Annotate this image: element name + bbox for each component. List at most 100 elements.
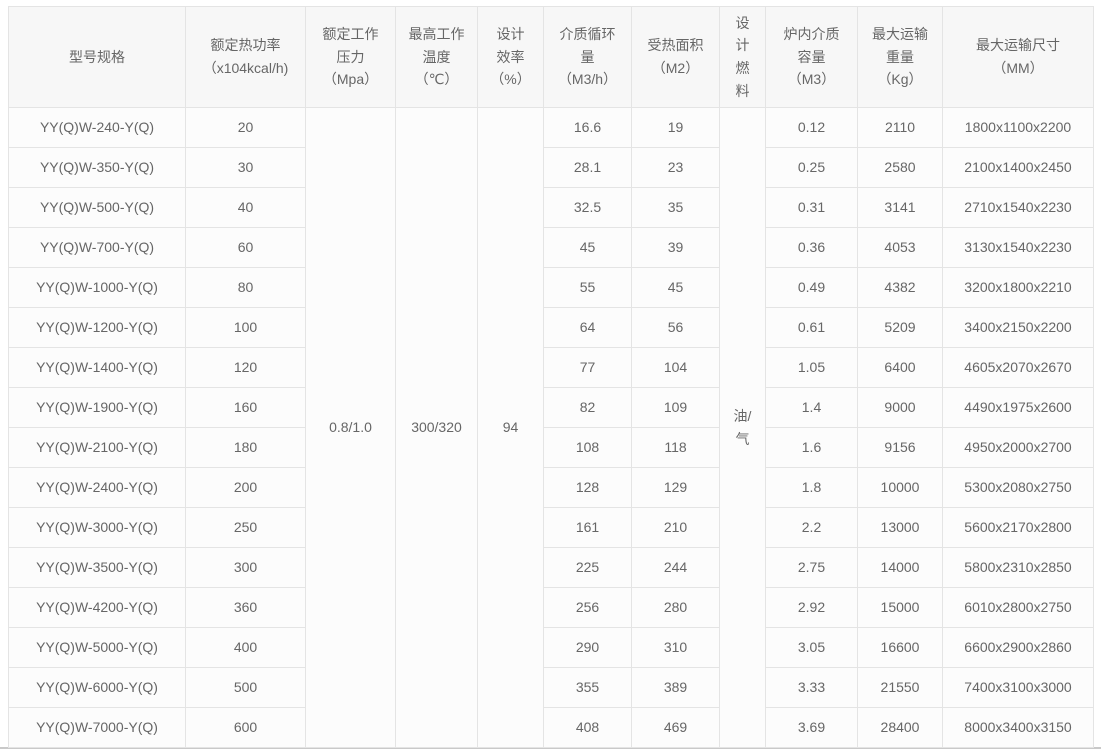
weight-cell: 9156: [857, 427, 943, 468]
weight-cell: 28400: [857, 707, 943, 748]
table-row: YY(Q)W-6000-Y(Q) 500 355 389 3.33 21550 7400x3…: [8, 667, 1094, 708]
circulation-cell: 64: [543, 307, 632, 348]
area-cell: 45: [631, 267, 720, 308]
size-cell: 8000x3400x3150: [942, 707, 1094, 748]
model-cell: YY(Q)W-240-Y(Q): [8, 107, 186, 148]
model-cell: YY(Q)W-1000-Y(Q): [8, 267, 186, 308]
model-cell: YY(Q)W-1400-Y(Q): [8, 347, 186, 388]
area-cell: 104: [631, 347, 720, 388]
area-cell: 469: [631, 707, 720, 748]
power-cell: 40: [185, 187, 306, 228]
power-cell: 400: [185, 627, 306, 668]
spec-table-body: YY(Q)W-240-Y(Q) 20 0.8/1.0 300/320 94 16.6 19 油…: [8, 107, 1094, 748]
area-cell: 389: [631, 667, 720, 708]
capacity-cell: 2.92: [765, 587, 858, 628]
size-cell: 5600x2170x2800: [942, 507, 1094, 548]
area-cell: 109: [631, 387, 720, 428]
table-row: YY(Q)W-1200-Y(Q) 100 64 56 0.61 5209 3400x2150…: [8, 307, 1094, 348]
table-row: YY(Q)W-2400-Y(Q) 200 128 129 1.8 10000 5300x20…: [8, 467, 1094, 508]
weight-cell: 10000: [857, 467, 943, 508]
model-cell: YY(Q)W-700-Y(Q): [8, 227, 186, 268]
circulation-cell: 256: [543, 587, 632, 628]
capacity-cell: 1.4: [765, 387, 858, 428]
model-cell: YY(Q)W-2400-Y(Q): [8, 467, 186, 508]
model-cell: YY(Q)W-5000-Y(Q): [8, 627, 186, 668]
table-row: YY(Q)W-700-Y(Q) 60 45 39 0.36 4053 3130x1540x2…: [8, 227, 1094, 268]
model-cell: YY(Q)W-3000-Y(Q): [8, 507, 186, 548]
capacity-cell: 0.31: [765, 187, 858, 228]
capacity-cell: 1.6: [765, 427, 858, 468]
size-cell: 3400x2150x2200: [942, 307, 1094, 348]
circulation-cell: 82: [543, 387, 632, 428]
area-cell: 19: [631, 107, 720, 148]
table-row: YY(Q)W-7000-Y(Q) 600 408 469 3.69 28400 8000x3…: [8, 707, 1094, 748]
weight-cell: 5209: [857, 307, 943, 348]
model-cell: YY(Q)W-4200-Y(Q): [8, 587, 186, 628]
weight-cell: 4382: [857, 267, 943, 308]
model-cell: YY(Q)W-1200-Y(Q): [8, 307, 186, 348]
power-cell: 100: [185, 307, 306, 348]
col-header-circulation: 介质循环 量 （M3/h）: [543, 6, 632, 108]
weight-cell: 13000: [857, 507, 943, 548]
weight-cell: 21550: [857, 667, 943, 708]
model-cell: YY(Q)W-500-Y(Q): [8, 187, 186, 228]
capacity-cell: 3.05: [765, 627, 858, 668]
circulation-cell: 128: [543, 467, 632, 508]
table-row: YY(Q)W-3500-Y(Q) 300 225 244 2.75 14000 5800x2…: [8, 547, 1094, 588]
circulation-cell: 32.5: [543, 187, 632, 228]
size-cell: 4605x2070x2670: [942, 347, 1094, 388]
power-cell: 180: [185, 427, 306, 468]
power-cell: 160: [185, 387, 306, 428]
circulation-cell: 408: [543, 707, 632, 748]
circulation-cell: 16.6: [543, 107, 632, 148]
model-cell: YY(Q)W-350-Y(Q): [8, 147, 186, 188]
circulation-cell: 290: [543, 627, 632, 668]
area-cell: 39: [631, 227, 720, 268]
circulation-cell: 161: [543, 507, 632, 548]
area-cell: 310: [631, 627, 720, 668]
weight-cell: 4053: [857, 227, 943, 268]
size-cell: 2710x1540x2230: [942, 187, 1094, 228]
capacity-cell: 2.2: [765, 507, 858, 548]
weight-cell: 15000: [857, 587, 943, 628]
area-cell: 118: [631, 427, 720, 468]
circulation-cell: 225: [543, 547, 632, 588]
power-cell: 80: [185, 267, 306, 308]
area-cell: 23: [631, 147, 720, 188]
circulation-cell: 45: [543, 227, 632, 268]
area-cell: 56: [631, 307, 720, 348]
fuel-merged-cell: 油/ 气: [719, 107, 766, 748]
header-row: 型号规格 额定热功率 （x104kcal/h) 额定工作 压力 （Mpa） 最高…: [8, 6, 1094, 108]
table-row: YY(Q)W-1900-Y(Q) 160 82 109 1.4 9000 4490x1975…: [8, 387, 1094, 428]
weight-cell: 2110: [857, 107, 943, 148]
power-cell: 600: [185, 707, 306, 748]
power-cell: 300: [185, 547, 306, 588]
circulation-cell: 108: [543, 427, 632, 468]
power-cell: 20: [185, 107, 306, 148]
weight-cell: 2580: [857, 147, 943, 188]
temperature-merged-cell: 300/320: [395, 107, 478, 748]
power-cell: 500: [185, 667, 306, 708]
capacity-cell: 1.05: [765, 347, 858, 388]
pressure-merged-cell: 0.8/1.0: [305, 107, 396, 748]
table-row: YY(Q)W-5000-Y(Q) 400 290 310 3.05 16600 6600x2…: [8, 627, 1094, 668]
col-header-size: 最大运输尺寸 （MM）: [942, 6, 1094, 108]
weight-cell: 14000: [857, 547, 943, 588]
table-header: 型号规格 额定热功率 （x104kcal/h) 额定工作 压力 （Mpa） 最高…: [8, 6, 1094, 108]
capacity-cell: 0.12: [765, 107, 858, 148]
capacity-cell: 3.33: [765, 667, 858, 708]
size-cell: 3200x1800x2210: [942, 267, 1094, 308]
size-cell: 4950x2000x2700: [942, 427, 1094, 468]
capacity-cell: 0.61: [765, 307, 858, 348]
table-row: YY(Q)W-1000-Y(Q) 80 55 45 0.49 4382 3200x1800x…: [8, 267, 1094, 308]
col-header-fuel: 设 计 燃 料: [719, 6, 766, 108]
area-cell: 244: [631, 547, 720, 588]
size-cell: 5800x2310x2850: [942, 547, 1094, 588]
col-header-capacity: 炉内介质 容量 （M3）: [765, 6, 858, 108]
table-row: YY(Q)W-350-Y(Q) 30 28.1 23 0.25 2580 2100x1400…: [8, 147, 1094, 188]
col-header-efficiency: 设计 效率 （%）: [477, 6, 544, 108]
table-row: YY(Q)W-4200-Y(Q) 360 256 280 2.92 15000 6010x2…: [8, 587, 1094, 628]
table-row: YY(Q)W-240-Y(Q) 20 0.8/1.0 300/320 94 16.6 19 油…: [8, 107, 1094, 748]
table-row: YY(Q)W-3000-Y(Q) 250 161 210 2.2 13000 5600x21…: [8, 507, 1094, 548]
